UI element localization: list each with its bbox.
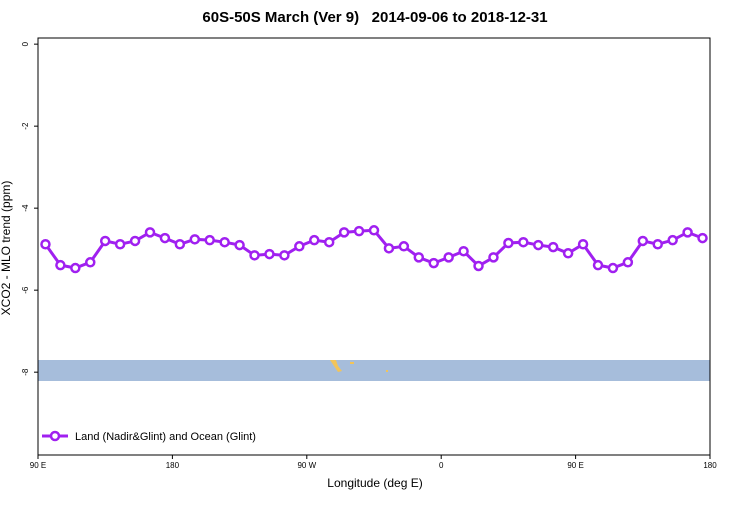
data-point [667,234,678,246]
data-point [159,232,171,244]
data-point [85,257,96,268]
y-tick-label: -2 [21,122,30,130]
data-point [55,259,66,271]
data-point [577,238,589,250]
data-point [652,238,663,250]
data-point [622,257,634,268]
map-band [38,360,710,381]
data-point [458,245,469,257]
data-point [279,250,290,261]
data-point [697,232,708,244]
y-axis-label: XCO2 - MLO trend (ppm) [0,181,13,316]
data-point [353,225,365,237]
series-line [44,228,704,270]
data-point [99,235,111,247]
data-point [204,234,215,246]
x-tick-label: 90 E [30,461,46,470]
data-point [129,235,141,247]
data-point [174,238,186,250]
y-tick-label: 0 [21,41,30,46]
data-point [309,234,320,246]
data-point [607,262,619,274]
data-point [592,259,604,271]
data-point [264,248,275,260]
data-point [398,241,410,252]
data-point [413,252,425,263]
data-point [383,243,395,254]
data-point [443,252,454,263]
legend-label: Land (Nadir&Glint) and Ocean (Glint) [75,431,256,443]
data-point [428,257,439,269]
x-tick-label: 90 E [567,461,583,470]
data-point [70,262,81,274]
data-point [518,236,529,248]
data-point [503,237,514,249]
data-point [219,236,230,248]
x-tick-label: 0 [439,461,444,470]
data-point [682,227,693,238]
y-tick-label: -6 [21,286,30,294]
chart-title: 60S-50S March (Ver 9) 2014-09-06 to 2018… [202,9,547,26]
data-point [562,248,574,259]
data-point [338,227,350,238]
data-point [368,225,380,236]
x-tick-label: 90 W [297,461,316,470]
y-tick-label: -4 [21,204,30,212]
plot-frame [37,37,711,456]
data-point [144,227,156,238]
x-tick-label: 180 [166,461,180,470]
data-point [637,235,649,247]
land-patch [330,360,388,372]
legend-marker [49,430,61,442]
data-point [323,236,335,248]
data-point [488,252,499,263]
data-point [189,234,201,245]
data-point [533,239,544,251]
data-point [473,260,484,272]
x-tick-label: 180 [703,461,717,470]
data-point [234,239,245,251]
data-point [249,250,260,261]
data-point [547,241,559,253]
x-axis-label: Longitude (deg E) [327,476,422,490]
y-tick-label: -8 [21,368,30,376]
data-point [294,241,305,252]
data-point [114,238,126,250]
data-point [40,238,51,250]
